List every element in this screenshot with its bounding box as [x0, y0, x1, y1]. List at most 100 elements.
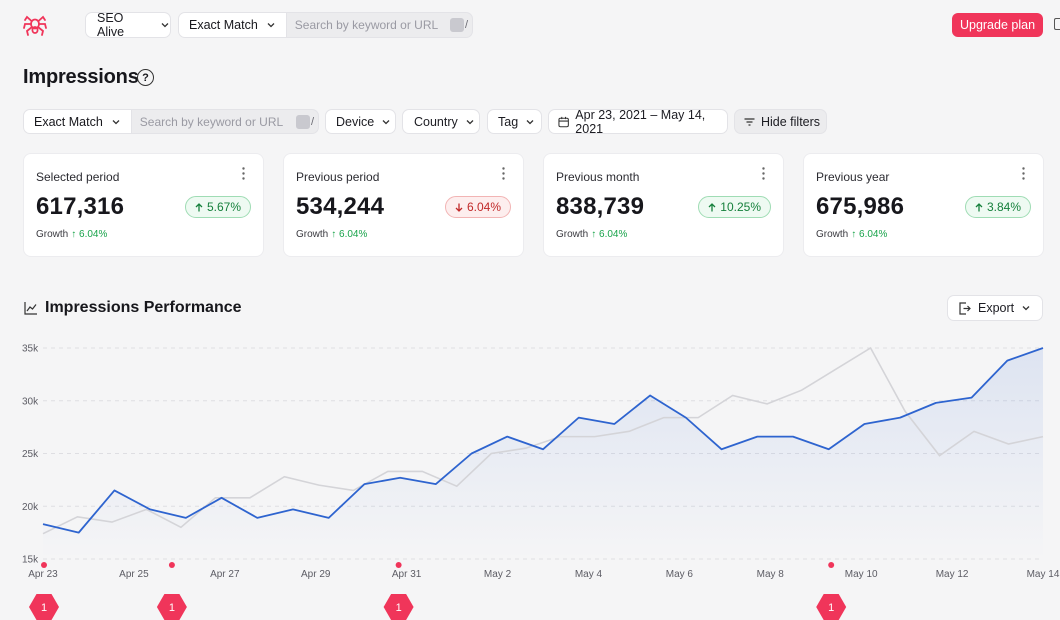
- growth-label: Growth: [36, 229, 69, 240]
- more-options-icon[interactable]: [1022, 167, 1025, 180]
- growth-label: Growth: [296, 229, 329, 240]
- growth-label: Growth: [816, 229, 849, 240]
- x-tick-label: May 6: [666, 569, 694, 580]
- chevron-down-icon: [112, 119, 120, 124]
- growth-label: Growth: [556, 229, 589, 240]
- annotation-marker: [816, 594, 847, 620]
- chevron-down-icon: [382, 119, 390, 124]
- upgrade-plan-button[interactable]: Upgrade plan: [952, 13, 1043, 37]
- metric-value: 675,986: [816, 193, 905, 220]
- calendar-icon: [558, 116, 569, 127]
- annotation-marker: [156, 594, 187, 620]
- primary-series-line: [42, 347, 1044, 534]
- date-range-label: Apr 23, 2021 – May 14, 2021: [575, 107, 706, 136]
- x-tick-label: Apr 29: [301, 569, 331, 580]
- x-tick-label: May 14: [1027, 569, 1060, 580]
- device-filter-label: Device: [336, 114, 375, 129]
- metric-card-previous-month: Previous month 838,739 10.25% Growth ↑ 6.…: [543, 153, 784, 257]
- x-tick-label: May 12: [936, 569, 969, 580]
- growth-row: Growth ↑ 6.04%: [556, 229, 627, 240]
- y-tick-label: 30k: [22, 396, 39, 407]
- annotation-count: 1: [169, 602, 175, 614]
- line-chart-icon: [24, 302, 37, 315]
- arrow-down-icon: [455, 203, 463, 212]
- filter-search-input[interactable]: [139, 114, 310, 129]
- change-badge: 6.04%: [444, 196, 511, 218]
- top-search-field: /: [287, 13, 472, 37]
- metric-card-selected-period: Selected period 617,316 5.67% Growth ↑ 6.…: [23, 153, 264, 257]
- spider-logo-icon[interactable]: [22, 12, 48, 38]
- device-filter[interactable]: Device: [325, 109, 396, 134]
- export-icon: [959, 301, 971, 315]
- annotation-marker: [29, 594, 59, 620]
- metric-card-previous-year: Previous year 675,986 3.84% Growth ↑ 6.04…: [803, 153, 1044, 257]
- metric-value: 534,244: [296, 193, 385, 220]
- x-tick-label: Apr 25: [119, 569, 149, 580]
- keyboard-shortcut-icon: [450, 18, 464, 32]
- growth-percent: 6.04%: [79, 229, 108, 240]
- logout-icon[interactable]: [1054, 18, 1060, 30]
- growth-row: Growth ↑ 6.04%: [36, 229, 107, 240]
- more-options-icon[interactable]: [762, 167, 765, 180]
- annotation-count: 1: [828, 602, 834, 614]
- top-search-combo: Exact Match /: [178, 12, 473, 38]
- chevron-down-icon: [526, 119, 534, 124]
- project-selector[interactable]: SEO Alive: [85, 11, 171, 39]
- arrow-up-icon: [708, 202, 716, 211]
- metric-label: Previous month: [556, 170, 640, 184]
- more-options-icon[interactable]: [242, 167, 245, 180]
- x-tick-label: Apr 31: [392, 569, 422, 580]
- filter-search-field: /: [132, 110, 318, 133]
- filter-match-type-select[interactable]: Exact Match: [24, 110, 132, 133]
- y-tick-label: 25k: [22, 449, 39, 460]
- hide-filters-button[interactable]: Hide filters: [734, 109, 827, 134]
- metric-label: Selected period: [36, 170, 120, 184]
- metric-label: Previous period: [296, 170, 380, 184]
- top-search-input[interactable]: [294, 18, 464, 32]
- match-type-select[interactable]: Exact Match: [179, 13, 287, 37]
- change-badge: 3.84%: [964, 196, 1031, 218]
- chevron-down-icon: [161, 23, 169, 28]
- chart-title: Impressions Performance: [45, 299, 242, 316]
- tag-filter-label: Tag: [498, 114, 519, 129]
- growth-percent: 6.04%: [859, 229, 888, 240]
- annotation-dot: [168, 562, 175, 568]
- comparison-series-line: [42, 346, 1044, 535]
- hide-filters-label: Hide filters: [761, 114, 821, 129]
- country-filter[interactable]: Country: [402, 109, 480, 134]
- metric-label: Previous year: [816, 170, 890, 184]
- annotation-count: 1: [396, 602, 402, 614]
- tag-filter[interactable]: Tag: [487, 109, 542, 134]
- date-range-picker[interactable]: Apr 23, 2021 – May 14, 2021: [548, 107, 728, 136]
- annotation-dot: [828, 562, 835, 568]
- filter-lines-icon: [744, 117, 755, 126]
- match-type-label: Exact Match: [189, 18, 258, 32]
- impressions-line-chart: 15k 20k 25k 30k 35k Apr 23 Apr 25 Apr 27 Apr 29 A…: [22, 344, 1060, 620]
- metric-value: 838,739: [556, 193, 645, 220]
- chevron-down-icon: [1022, 306, 1030, 311]
- chevron-down-icon: [466, 119, 474, 124]
- chevron-down-icon: [267, 23, 275, 28]
- growth-value: ↑ 6.04%: [591, 229, 628, 240]
- annotation-dot: [41, 562, 47, 568]
- keyboard-shortcut-icon: [296, 114, 310, 129]
- project-name: SEO Alive: [97, 11, 125, 39]
- x-tick-label: May 8: [757, 569, 785, 580]
- arrow-up-icon: [975, 202, 983, 211]
- change-badge: 5.67%: [184, 196, 251, 218]
- change-badge: 10.25%: [698, 196, 771, 218]
- y-tick-label: 20k: [22, 502, 39, 513]
- growth-row: Growth ↑ 6.04%: [816, 229, 887, 240]
- change-value: 10.25%: [720, 200, 761, 214]
- metric-card-previous-period: Previous period 534,244 6.04% Growth ↑ 6.…: [283, 153, 524, 257]
- x-tick-label: May 2: [484, 569, 512, 580]
- filter-search-combo: Exact Match /: [23, 109, 319, 134]
- arrow-up-icon: [195, 202, 203, 211]
- x-tick-label: Apr 23: [28, 569, 58, 580]
- growth-value: ↑ 6.04%: [331, 229, 368, 240]
- growth-value: ↑ 6.04%: [71, 229, 108, 240]
- export-button[interactable]: Export: [947, 295, 1043, 321]
- more-options-icon[interactable]: [502, 167, 505, 180]
- help-icon[interactable]: ?: [137, 69, 154, 86]
- filter-match-type-label: Exact Match: [34, 114, 103, 129]
